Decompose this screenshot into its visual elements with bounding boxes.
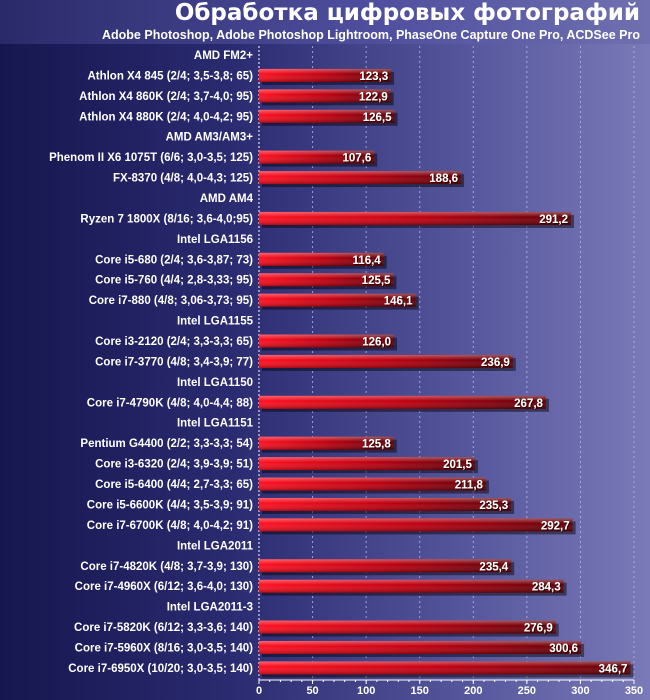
value-label: 236,9 <box>481 357 510 369</box>
category-label: Core i7-5820K (6/12; 3,3-3,6; 140) <box>74 622 253 634</box>
bar-highlight <box>259 477 486 491</box>
bar-highlight <box>259 579 564 593</box>
x-tick-label: 350 <box>625 685 643 697</box>
x-tick-label: 300 <box>571 685 589 697</box>
category-label: Pentium G4400 (2/2; 3,3-3,3; 54) <box>80 438 253 450</box>
value-label: 107,6 <box>343 153 372 165</box>
bar-highlight <box>259 436 394 450</box>
category-label: Core i7-880 (4/8; 3,06-3,73; 95) <box>89 295 253 307</box>
x-tick-label: 50 <box>306 685 318 697</box>
group-label: Intel LGA1151 <box>177 418 254 430</box>
value-label: 235,4 <box>479 561 508 573</box>
category-label: FX-8370 (4/8; 4,0-4,3; 125) <box>113 173 253 185</box>
group-label: Intel LGA1150 <box>177 377 253 389</box>
category-label: Athlon X4 880K (2/4; 4,0-4,2; 95) <box>79 111 253 123</box>
chart-title: Обработка цифровых фотографий <box>174 0 640 26</box>
value-label: 188,6 <box>429 173 458 185</box>
x-tick-label: 100 <box>357 685 375 697</box>
category-label: Core i5-6400 (4/4; 2,7-3,3; 65) <box>95 479 253 491</box>
category-label: Ryzen 7 1800X (8/16; 3,6-4,0;95) <box>80 213 253 225</box>
bar-highlight <box>259 395 546 409</box>
header-band: Обработка цифровых фотографий Adobe Phot… <box>0 0 650 44</box>
x-tick-label: 250 <box>518 685 536 697</box>
bar-highlight <box>259 497 512 511</box>
bar-highlight <box>259 293 416 307</box>
bar-highlight <box>259 109 395 123</box>
category-label: Core i7-4820K (4/8; 3,7-3,9; 130) <box>80 561 253 573</box>
category-label: Core i7-4790K (4/8; 4,0-4,4; 88) <box>87 397 253 409</box>
value-label: 211,8 <box>455 480 484 492</box>
category-label: Core i7-5960X (8/16; 3,0-3,5; 140) <box>75 642 254 654</box>
bar-highlight <box>259 334 394 348</box>
value-label: 235,3 <box>479 500 508 512</box>
category-label: Phenom II X6 1075T (6/6; 3,0-3,5; 125) <box>49 152 253 164</box>
category-label: Core i5-760 (4/4; 2,8-3,33; 95) <box>95 275 253 287</box>
category-label: Core i7-3770 (4/8; 3,4-3,9; 77) <box>95 356 253 368</box>
value-label: 201,5 <box>443 459 472 471</box>
x-tick-label: 150 <box>411 685 429 697</box>
category-label: Athlon X4 845 (2/4; 3,5-3,8; 65) <box>87 70 253 82</box>
group-label: Intel LGA2011 <box>177 540 254 552</box>
x-tick-label: 200 <box>464 685 482 697</box>
category-label: Core i7-6950X (10/20; 3,0-3,5; 140) <box>68 663 253 675</box>
category-label: Core i3-2120 (2/4; 3,3-3,3; 65) <box>95 336 253 348</box>
value-label: 346,7 <box>599 663 628 675</box>
bar-highlight <box>259 150 375 164</box>
category-label: Core i7-4960X (6/12; 3,6-4,0; 130) <box>75 581 254 593</box>
bar-highlight <box>259 171 462 185</box>
bar-highlight <box>259 354 513 368</box>
category-label: Athlon X4 860K (2/4; 3,7-4,0; 95) <box>79 91 253 103</box>
value-label: 291,2 <box>539 214 568 226</box>
bar-highlight <box>259 68 392 82</box>
value-label: 300,6 <box>549 643 578 655</box>
group-label: AMD AM4 <box>200 193 254 205</box>
group-label: Intel LGA2011-3 <box>167 602 253 614</box>
group-label: AMD FM2+ <box>194 50 253 62</box>
value-label: 284,3 <box>532 582 561 594</box>
category-label: Core i5-6600K (4/4; 3,5-3,9; 91) <box>87 499 253 511</box>
bar-highlight <box>259 89 391 103</box>
bar-highlight <box>259 273 394 287</box>
value-label: 116,4 <box>353 255 382 267</box>
category-label: Core i7-6700K (4/8; 4,0-4,2; 91) <box>87 520 253 532</box>
value-label: 123,3 <box>359 71 388 83</box>
bar-highlight <box>259 559 512 573</box>
bar-highlight <box>259 252 384 266</box>
group-label: AMD AM3/AM3+ <box>166 132 254 144</box>
bar-highlight <box>259 640 582 654</box>
bar-highlight <box>259 211 571 225</box>
value-label: 292,7 <box>541 520 570 532</box>
value-label: 126,5 <box>363 112 392 124</box>
bar-highlight <box>259 620 556 634</box>
value-label: 126,0 <box>362 337 391 349</box>
value-label: 125,5 <box>362 275 391 287</box>
group-label: Intel LGA1155 <box>177 316 254 328</box>
group-label: Intel LGA1156 <box>177 234 253 246</box>
category-label: Core i5-680 (2/4; 3,6-3,87; 73) <box>95 254 253 266</box>
value-label: 267,8 <box>514 398 543 410</box>
bar-highlight <box>259 518 573 532</box>
bar-highlight <box>259 457 475 471</box>
x-tick-label: 0 <box>256 685 262 697</box>
chart-subtitle: Adobe Photoshop, Adobe Photoshop Lightro… <box>102 28 640 42</box>
value-label: 125,8 <box>362 439 391 451</box>
value-label: 146,1 <box>384 296 413 308</box>
value-label: 122,9 <box>359 91 388 103</box>
value-label: 276,9 <box>524 623 553 635</box>
category-label: Core i3-6320 (2/4; 3,9-3,9; 51) <box>95 459 253 471</box>
bar-highlight <box>259 661 631 675</box>
